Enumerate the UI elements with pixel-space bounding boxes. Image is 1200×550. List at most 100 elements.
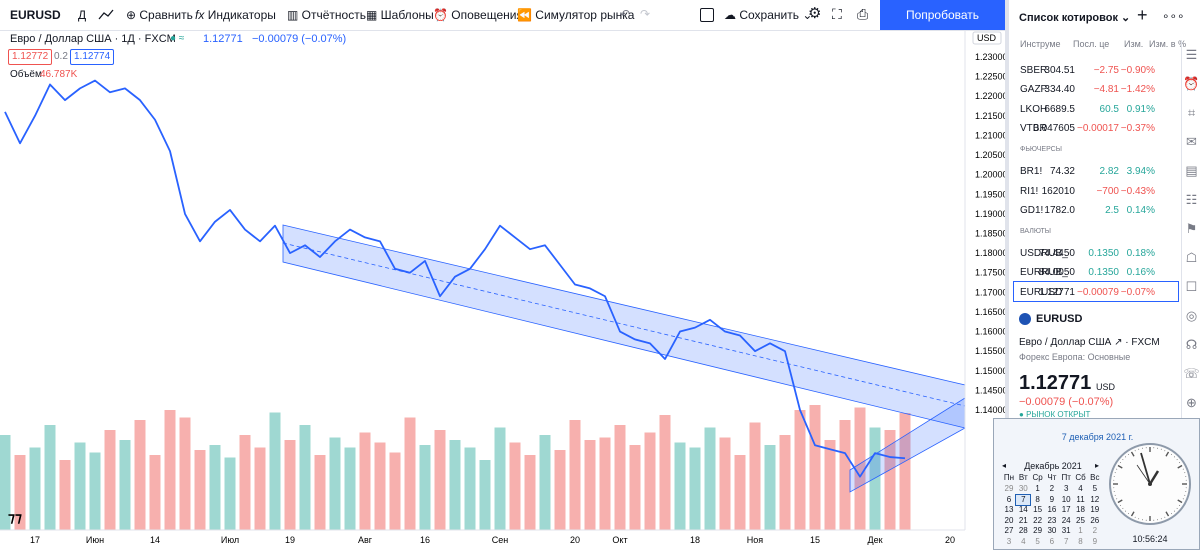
volume-bar [224,457,236,530]
sidebar-icons[interactable]: ☰ ⏰ ⌗ ✉ ▤ ☷ ⚑ ☖ ☐ ◎ ☊ ☏ ⊕ [1181,40,1200,440]
x-tick-label: 16 [420,535,430,545]
layout-button[interactable] [700,8,714,22]
volume-bar [824,440,836,530]
replay-label: Симулятор рынка [535,8,635,22]
volume-bar [74,442,86,530]
volume-bar [104,430,116,530]
watchlist-title-text: Список котировок [1019,12,1118,24]
volume-bar [659,415,671,530]
change-cell: −2.75 [1093,65,1119,76]
calendar-day: 26 [1090,515,1100,525]
settings-button[interactable]: ⚙ [808,5,822,22]
compare-label: Сравнить [139,8,193,22]
last-cell: 74.4450 [1038,248,1075,260]
more-button[interactable]: ∘∘∘ [1162,9,1185,23]
symbol-button[interactable]: EURUSD [10,8,61,22]
legend-status: ● ≈ [170,33,185,44]
replay-button[interactable]: ⏪ Симулятор рынка [517,8,635,22]
change-cell: −4.81 [1093,84,1119,96]
calendar-day: 27 [1004,526,1014,535]
y-tick-label: 1.14500 [975,385,1005,395]
calendar-day: 19 [1090,505,1100,514]
calendar-day: 4 [1021,536,1026,546]
percent-cell: 0.16% [1126,267,1155,279]
decoration [98,9,114,20]
save-button[interactable]: ☁ Сохранить ⌄ [724,8,813,22]
volume-layer [0,405,911,530]
clock-tick [1125,510,1127,512]
percent-cell: 0.14% [1126,204,1155,216]
volume-bar [854,407,866,530]
volume-bar [269,412,281,530]
column-header: Инструме [1020,39,1061,49]
ask-box[interactable]: 1.12774 [70,49,115,65]
x-tick-label: Ноя [747,535,764,545]
volume-bar [179,417,191,530]
calendar-day: 11 [1076,494,1085,504]
try-free-button[interactable]: Попробовать бесплатно [880,0,1005,52]
redo-button[interactable]: ↷ [640,7,651,21]
clock-tick [1176,507,1178,509]
calendar-day: 2 [1092,526,1098,535]
percent-cell: 3.94% [1126,166,1155,178]
y-tick-label: 1.22500 [975,72,1005,82]
indicators-button[interactable]: fx Индикаторы [195,8,276,22]
volume-bar [59,460,71,530]
symbol-cell: RI1! [1020,185,1039,197]
compare-button[interactable]: ⊕ Сравнить [126,8,193,22]
x-tick-label: 17 [30,535,40,545]
time-axis [0,530,965,550]
change-cell: −700 [1096,185,1119,197]
percent-cell: −0.90% [1120,65,1155,76]
alerts-button[interactable]: ⏰ Оповещения [433,8,523,22]
detail-status: ● РЫНОК ОТКРЫТ [1019,410,1091,419]
y-tick-label: 1.16000 [975,327,1005,337]
weekday-label: Вс [1090,473,1100,482]
reports-button[interactable]: ▥ Отчётность [287,8,366,22]
calendar-day: 2 [1049,484,1055,493]
next-month[interactable]: ▸ [1095,461,1100,470]
y-tick-label: 1.23000 [975,52,1005,62]
price-line [4,79,906,478]
calendar-day: 8 [1078,536,1083,546]
calendar-day: 23 [1047,515,1057,525]
watchlist-title[interactable]: Список котировок ⌄ [1019,12,1131,24]
clock-face [1109,443,1191,525]
weekday-label: Сб [1075,473,1086,482]
symbol-cell: SBER [1020,65,1048,76]
calendar-day: 24 [1061,515,1071,525]
change-cell: −0.00017 [1077,122,1119,134]
clock-tick [1119,462,1122,464]
volume-bar [434,430,446,530]
calendar-day: 22 [1033,515,1043,525]
templates-button[interactable]: ▦ Шаблоны [366,8,434,22]
clock-tick [1165,511,1170,517]
snapshot-button[interactable]: ⎙ [857,6,869,22]
interval-button[interactable]: Д [78,8,87,22]
chart-type-icon[interactable] [97,7,115,23]
calendar-day: 30 [1047,526,1057,535]
undo-button[interactable]: ↶ [620,7,631,21]
x-tick-label: 20 [570,535,580,545]
add-symbol-button[interactable]: + [1137,5,1148,25]
clock-tick [1128,512,1130,515]
legend-change: −0.00079 (−0.07%) [252,33,347,45]
volume-bar [524,455,536,530]
calendar-day: 30 [1018,484,1028,493]
regression-channel [282,224,966,429]
change-cell: 0.1350 [1088,267,1119,279]
y-tick-label: 1.15500 [975,346,1005,356]
x-tick-label: Сен [492,535,509,545]
x-tick-label: Окт [612,535,627,545]
volume-bar [584,440,596,530]
prev-month[interactable]: ◂ [1002,461,1007,470]
bid-box[interactable]: 1.12772 [8,49,53,65]
percent-cell: 0.18% [1126,248,1155,260]
volume-bar [374,442,386,530]
save-label: Сохранить [739,8,799,22]
fullscreen-button[interactable]: ⛶ [832,6,842,22]
y-tick-label: 1.18000 [975,248,1005,258]
symbol-cell: BR1! [1020,166,1043,178]
percent-cell: −0.37% [1120,122,1155,134]
currency-box[interactable] [972,31,1002,45]
